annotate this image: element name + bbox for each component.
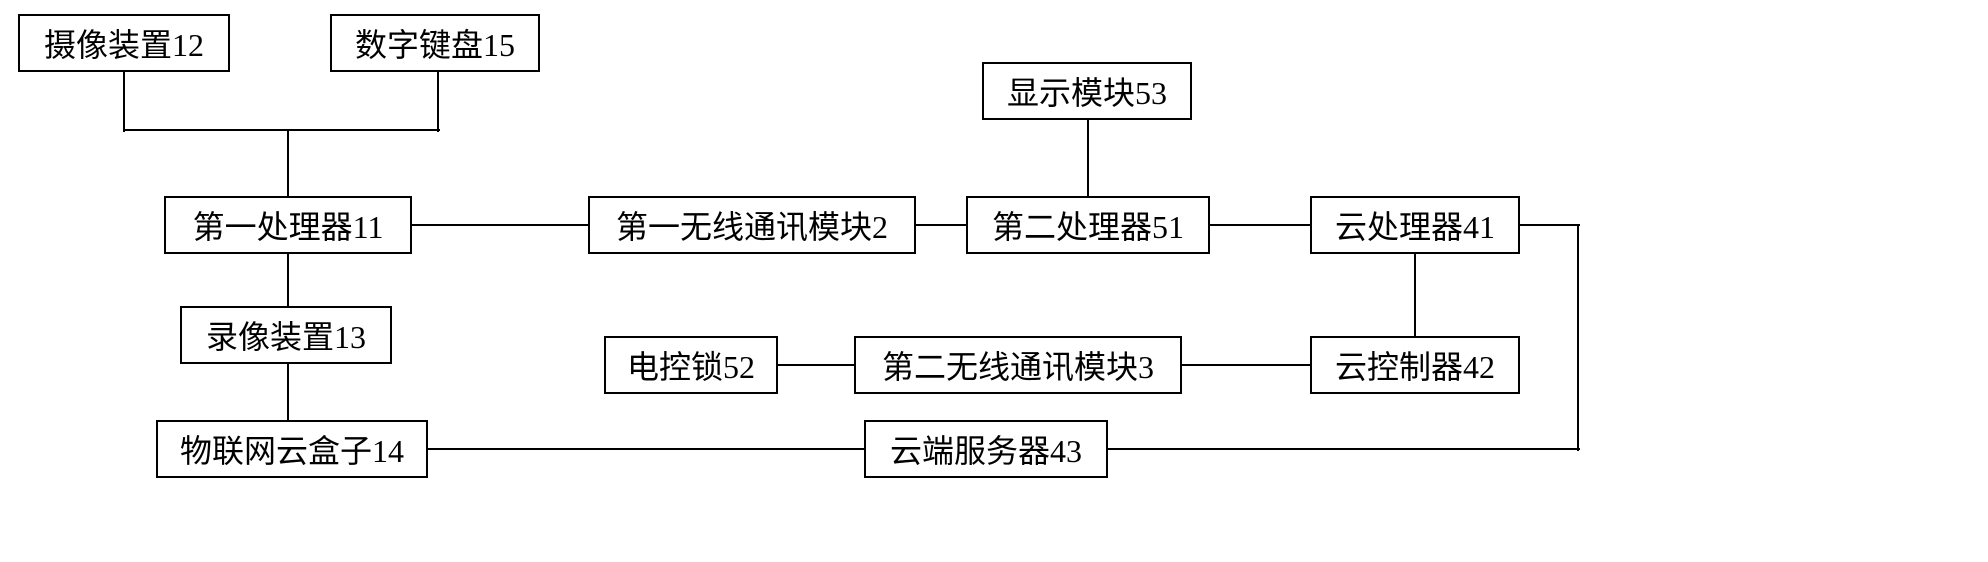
edge-segment bbox=[1108, 448, 1580, 450]
node-n_proc2: 第二处理器51 bbox=[966, 196, 1210, 254]
edge-segment bbox=[916, 224, 968, 226]
node-n_iotbox: 物联网云盒子14 bbox=[156, 420, 428, 478]
edge-segment bbox=[1520, 224, 1580, 226]
edge-segment bbox=[287, 364, 289, 422]
edge-segment bbox=[1414, 254, 1416, 338]
edge-segment bbox=[1087, 120, 1089, 198]
node-n_proc1: 第一处理器11 bbox=[164, 196, 412, 254]
node-n_cloudp: 云处理器41 bbox=[1310, 196, 1520, 254]
node-n_camera: 摄像装置12 bbox=[18, 14, 230, 72]
node-n_cloudsrv: 云端服务器43 bbox=[864, 420, 1108, 478]
node-n_cloudc: 云控制器42 bbox=[1310, 336, 1520, 394]
edge-segment bbox=[428, 448, 866, 450]
edge-segment bbox=[123, 72, 125, 132]
node-n_elock: 电控锁52 bbox=[604, 336, 778, 394]
node-n_recorder: 录像装置13 bbox=[180, 306, 392, 364]
node-n_keypad: 数字键盘15 bbox=[330, 14, 540, 72]
node-n_disp: 显示模块53 bbox=[982, 62, 1192, 120]
edge-segment bbox=[1182, 364, 1312, 366]
edge-segment bbox=[124, 129, 440, 131]
edge-segment bbox=[778, 364, 856, 366]
edge-segment bbox=[287, 130, 289, 198]
edge-segment bbox=[1577, 225, 1579, 451]
node-n_wcomm1: 第一无线通讯模块2 bbox=[588, 196, 916, 254]
edge-segment bbox=[437, 72, 439, 132]
edge-segment bbox=[412, 224, 590, 226]
edge-segment bbox=[1210, 224, 1312, 226]
edge-segment bbox=[287, 254, 289, 308]
node-n_wcomm2: 第二无线通讯模块3 bbox=[854, 336, 1182, 394]
